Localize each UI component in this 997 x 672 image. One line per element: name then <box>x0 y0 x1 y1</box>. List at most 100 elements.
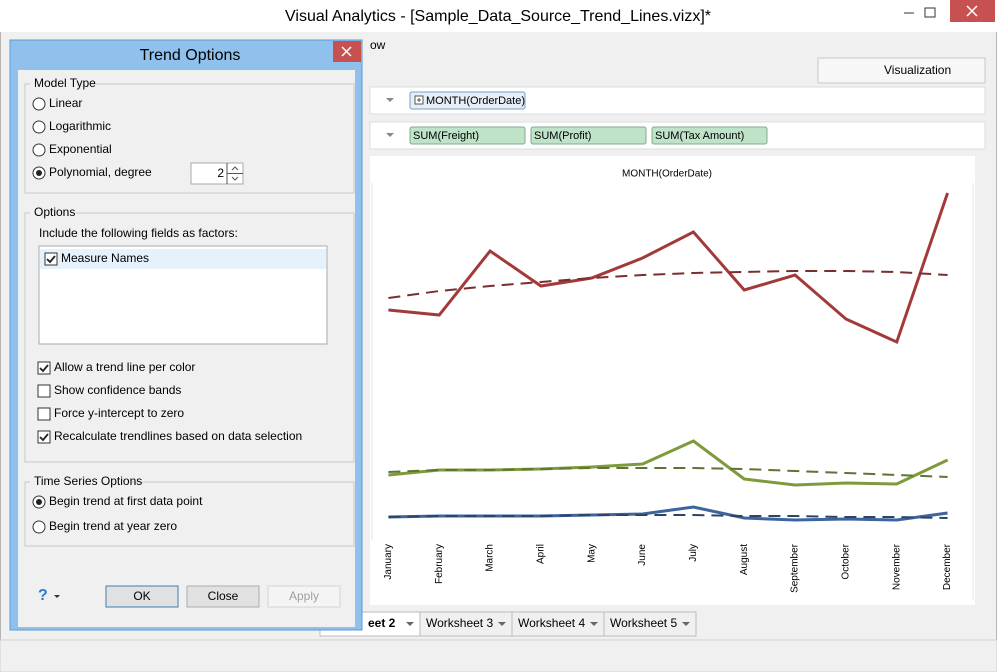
maximize[interactable] <box>924 7 936 18</box>
shelf-pill[interactable] <box>651 126 768 145</box>
radio-label[interactable]: Begin trend at year zero <box>49 519 177 533</box>
dialog-button[interactable] <box>105 585 179 608</box>
shelf-dropdown[interactable] <box>386 98 394 102</box>
group-box <box>24 83 355 194</box>
dialog-button <box>267 585 341 608</box>
sheet-tab[interactable] <box>511 611 605 637</box>
checkbox-label[interactable]: Force y-intercept to zero <box>54 406 184 420</box>
x-tick-label: November <box>891 543 902 590</box>
x-tick-label: June <box>637 544 648 566</box>
x-tick-label: October <box>841 543 852 579</box>
checkbox[interactable] <box>37 430 51 444</box>
x-tick-label: March <box>485 544 496 572</box>
tab-dropdown[interactable] <box>682 622 690 626</box>
sheet-tab-label[interactable]: Worksheet 3 <box>426 616 493 630</box>
trend-options-dialog: Trend Options Model Type 2 Options Inclu… <box>9 39 363 631</box>
shelf-pill[interactable] <box>409 126 526 145</box>
chart-area <box>370 156 975 605</box>
radio[interactable] <box>32 143 46 157</box>
radio[interactable] <box>32 120 46 134</box>
group-label: Options <box>34 205 75 219</box>
x-tick-label: May <box>586 544 597 563</box>
radio-label[interactable]: Polynomial, degree <box>49 165 152 179</box>
checkbox-label[interactable]: Show confidence bands <box>54 383 181 397</box>
check-mark <box>39 433 49 442</box>
close-icon <box>341 46 352 57</box>
radio-label[interactable]: Logarithmic <box>49 119 111 133</box>
sheet-tab-label[interactable]: Worksheet 5 <box>610 616 677 630</box>
degree-value[interactable]: 2 <box>217 166 224 180</box>
button-label[interactable]: Close <box>208 589 239 603</box>
shelf-dropdown[interactable] <box>386 133 394 137</box>
checkbox[interactable] <box>37 407 51 421</box>
group-label: Time Series Options <box>34 474 142 488</box>
tab-dropdown[interactable] <box>590 622 598 626</box>
radio-label[interactable]: Linear <box>49 96 82 110</box>
x-tick-label: September <box>790 543 801 593</box>
trend-series-line <box>388 514 948 519</box>
menu-item[interactable]: ow <box>370 38 386 52</box>
group-label-bg <box>30 475 132 489</box>
dialog-body <box>18 70 355 627</box>
radio[interactable] <box>32 97 46 111</box>
status-bar <box>0 639 997 672</box>
title-bar <box>0 0 997 32</box>
checkbox[interactable] <box>37 361 51 375</box>
dialog-title: Trend Options <box>140 47 241 64</box>
x-tick-label: April <box>536 544 547 564</box>
group-label-bg <box>30 77 92 91</box>
chart-title: MONTH(OrderDate) <box>622 169 712 180</box>
spinner-arrows[interactable] <box>226 163 243 184</box>
check-mark <box>46 255 56 264</box>
group-box <box>24 212 355 463</box>
shelf-pill[interactable] <box>530 126 647 145</box>
tab-label[interactable]: Visualization <box>884 63 951 77</box>
pill-label[interactable]: SUM(Freight) <box>413 130 479 142</box>
checkbox[interactable] <box>44 252 58 266</box>
group-label: Model Type <box>34 76 96 90</box>
trend-series-line <box>388 439 949 487</box>
sheet-tab-label[interactable]: eet 2 <box>368 616 396 630</box>
dialog-button[interactable] <box>186 585 260 608</box>
pill-label[interactable]: MONTH(OrderDate) <box>426 95 525 107</box>
checkbox[interactable] <box>37 384 51 398</box>
radio[interactable] <box>32 520 46 534</box>
list-row-highlight <box>40 249 326 269</box>
expand-icon <box>414 95 424 105</box>
sheet-tab[interactable] <box>419 611 513 637</box>
pill-label[interactable]: SUM(Profit) <box>534 130 591 142</box>
trend-series-line <box>388 467 948 478</box>
window-title: Visual Analytics - [Sample_Data_Source_T… <box>285 8 711 25</box>
sheet-tab-label[interactable]: Worksheet 4 <box>518 616 585 630</box>
tab-dropdown[interactable] <box>498 622 506 626</box>
button-label: Apply <box>289 589 319 603</box>
trend-series-line <box>388 270 948 299</box>
x-tick-label: January <box>383 544 394 580</box>
button-label[interactable]: OK <box>133 589 150 603</box>
checkbox-label[interactable]: Allow a trend line per color <box>54 360 195 374</box>
radio-label[interactable]: Exponential <box>49 142 112 156</box>
radio-label[interactable]: Begin trend at first data point <box>49 494 203 508</box>
factors-label: Include the following fields as factors: <box>39 226 238 240</box>
radio-dot <box>36 170 42 176</box>
x-tick-label: February <box>434 544 445 584</box>
sheet-tab[interactable] <box>603 611 697 637</box>
plot-border <box>371 183 974 600</box>
radio-dot <box>36 499 42 505</box>
trend-series-line <box>388 192 950 345</box>
trend-series-line <box>388 505 948 522</box>
checkbox-label[interactable]: Recalculate trendlines based on data sel… <box>54 429 302 443</box>
tab[interactable] <box>817 57 986 84</box>
help-button[interactable]: ? <box>38 587 48 604</box>
x-tick-label: December <box>942 543 953 590</box>
tab-dropdown[interactable] <box>406 622 414 626</box>
check-mark <box>39 364 49 373</box>
checkbox-label[interactable]: Measure Names <box>61 251 149 265</box>
pill-label[interactable]: SUM(Tax Amount) <box>655 130 744 142</box>
shelf-pill[interactable] <box>409 91 526 110</box>
x-tick-label: August <box>739 544 750 575</box>
help-dropdown[interactable] <box>54 595 60 598</box>
x-tick-label: July <box>688 544 699 562</box>
close-icon <box>966 5 978 17</box>
